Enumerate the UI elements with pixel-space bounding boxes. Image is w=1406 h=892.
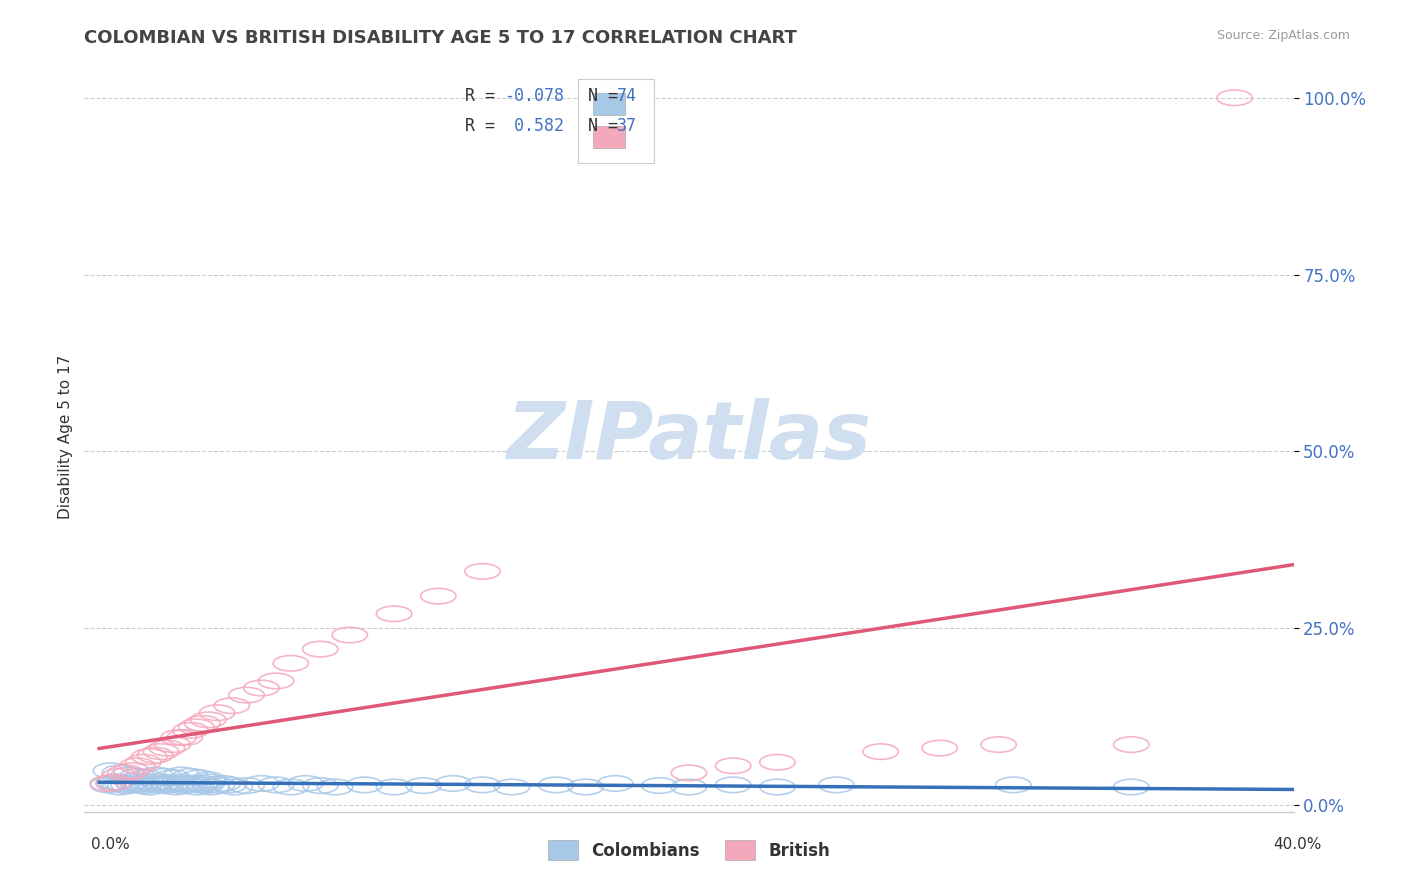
Text: 37: 37 [616,117,637,135]
Text: N =: N = [568,117,628,135]
Legend: Colombians, British: Colombians, British [541,833,837,867]
Text: 40.0%: 40.0% [1274,837,1322,852]
Text: 74: 74 [616,87,637,105]
Text: 0.582: 0.582 [503,117,564,135]
Text: N =: N = [568,87,628,105]
Text: COLOMBIAN VS BRITISH DISABILITY AGE 5 TO 17 CORRELATION CHART: COLOMBIAN VS BRITISH DISABILITY AGE 5 TO… [84,29,797,47]
Y-axis label: Disability Age 5 to 17: Disability Age 5 to 17 [58,355,73,519]
Text: R =: R = [465,87,505,105]
Text: 0.0%: 0.0% [91,837,131,852]
Text: ZIPatlas: ZIPatlas [506,398,872,476]
Text: Source: ZipAtlas.com: Source: ZipAtlas.com [1216,29,1350,43]
Text: -0.078: -0.078 [503,87,564,105]
Text: R =: R = [465,117,505,135]
